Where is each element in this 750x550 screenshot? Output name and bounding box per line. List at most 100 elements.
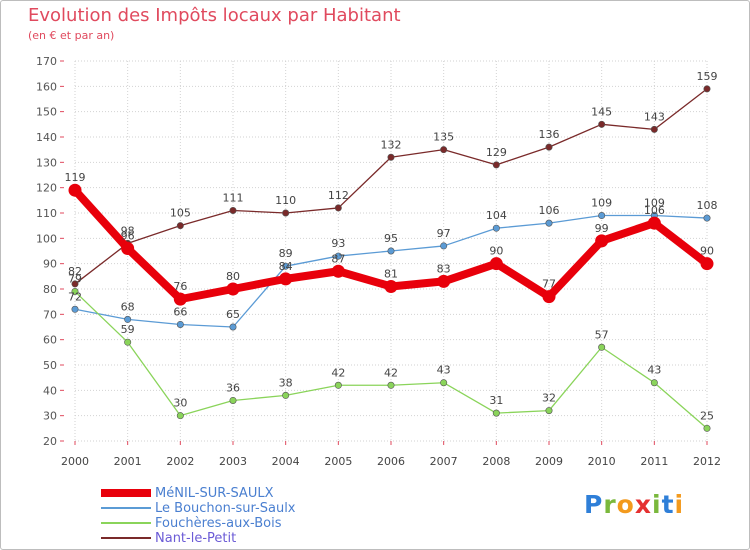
data-point xyxy=(71,288,79,296)
data-point xyxy=(279,272,293,286)
data-point xyxy=(124,315,132,323)
brand-letter: o xyxy=(616,490,635,519)
data-point xyxy=(437,274,451,288)
data-point xyxy=(598,343,606,351)
series-foucheres-aux-bois xyxy=(71,288,711,432)
legend-label: Le Bouchon-sur-Saulx xyxy=(155,501,296,516)
data-point xyxy=(492,224,500,232)
data-label: 110 xyxy=(275,194,296,207)
data-label: 90 xyxy=(489,245,503,258)
x-tick-label: 2010 xyxy=(588,455,616,468)
data-point xyxy=(492,161,500,169)
data-point xyxy=(334,252,342,260)
brand-letter: x xyxy=(634,490,652,519)
data-label: 77 xyxy=(542,278,556,291)
y-tick-label: 30 xyxy=(43,410,57,423)
data-label: 59 xyxy=(121,323,135,336)
data-label: 95 xyxy=(384,232,398,245)
series-le-bouchon-sur-saulx xyxy=(71,212,711,331)
brand-letter: r xyxy=(603,490,617,519)
data-point xyxy=(440,379,448,387)
data-label: 106 xyxy=(644,204,665,217)
data-label: 90 xyxy=(700,245,714,258)
y-axis: 20 30 40 50 60 70 80 90 100 110 120 130 140 150 160 170 xyxy=(36,55,64,448)
data-label: 30 xyxy=(173,397,187,410)
data-label: 145 xyxy=(591,105,612,118)
x-tick-label: 2005 xyxy=(324,455,352,468)
data-label: 76 xyxy=(173,280,187,293)
x-tick-label: 2009 xyxy=(535,455,563,468)
data-label: 104 xyxy=(486,209,507,222)
data-point xyxy=(282,209,290,217)
data-point xyxy=(176,222,184,230)
data-label: 79 xyxy=(68,273,82,286)
y-tick-label: 70 xyxy=(43,308,57,321)
y-tick-label: 120 xyxy=(36,182,57,195)
data-label: 109 xyxy=(591,197,612,210)
data-label: 43 xyxy=(437,364,451,377)
data-label: 159 xyxy=(697,70,718,83)
data-label: 93 xyxy=(331,237,345,250)
data-point xyxy=(176,320,184,328)
data-point xyxy=(282,262,290,270)
data-label: 96 xyxy=(121,229,135,242)
data-point xyxy=(387,247,395,255)
data-point xyxy=(647,216,661,230)
data-point xyxy=(71,280,79,288)
data-point xyxy=(703,424,711,432)
x-axis: 2000 2001 2002 2003 2004 2005 2006 2007 2008 2009… xyxy=(61,441,721,468)
data-label: 32 xyxy=(542,392,556,405)
data-label: 83 xyxy=(437,262,451,275)
chart-title: Evolution des Impôts locaux par Habitant xyxy=(28,5,401,26)
data-point xyxy=(703,85,711,93)
data-label: 129 xyxy=(486,146,507,159)
brand-logo: Proxiti xyxy=(584,490,684,519)
legend-label: Nant-le-Petit xyxy=(155,531,237,546)
data-point xyxy=(121,241,135,255)
data-point xyxy=(229,323,237,331)
data-label: 135 xyxy=(433,131,454,144)
data-point xyxy=(492,409,500,417)
legend-label: Fouchères-aux-Bois xyxy=(155,516,282,531)
data-label: 65 xyxy=(226,308,240,321)
data-label: 106 xyxy=(539,204,560,217)
data-point xyxy=(282,391,290,399)
data-label: 66 xyxy=(173,305,187,318)
data-label: 99 xyxy=(595,222,609,235)
data-label: 143 xyxy=(644,110,665,123)
data-label: 105 xyxy=(170,207,191,220)
data-label: 42 xyxy=(384,366,398,379)
data-point xyxy=(489,257,503,271)
data-label: 68 xyxy=(121,300,135,313)
series-menil-sur-saulx xyxy=(68,183,714,306)
x-tick-label: 2004 xyxy=(272,455,300,468)
legend-swatch xyxy=(101,522,151,524)
y-tick-label: 50 xyxy=(43,359,57,372)
data-label: 109 xyxy=(644,197,665,210)
data-point xyxy=(226,282,240,296)
grid xyxy=(74,60,708,442)
data-point xyxy=(545,407,553,415)
data-point xyxy=(545,143,553,151)
data-point xyxy=(229,396,237,404)
data-point xyxy=(176,412,184,420)
series-nant-le-petit xyxy=(71,85,711,288)
data-point xyxy=(71,305,79,313)
data-label: 42 xyxy=(331,366,345,379)
legend-swatch xyxy=(101,507,151,509)
data-point xyxy=(331,264,345,278)
data-label: 31 xyxy=(489,394,503,407)
data-label: 80 xyxy=(226,270,240,283)
data-label: 112 xyxy=(328,189,349,202)
data-point xyxy=(598,212,606,220)
data-point xyxy=(650,125,658,133)
data-point xyxy=(440,146,448,154)
data-point xyxy=(542,290,556,304)
data-point xyxy=(545,219,553,227)
data-point xyxy=(334,204,342,212)
brand-letter: t xyxy=(661,490,675,519)
data-point xyxy=(124,338,132,346)
x-tick-label: 2003 xyxy=(219,455,247,468)
